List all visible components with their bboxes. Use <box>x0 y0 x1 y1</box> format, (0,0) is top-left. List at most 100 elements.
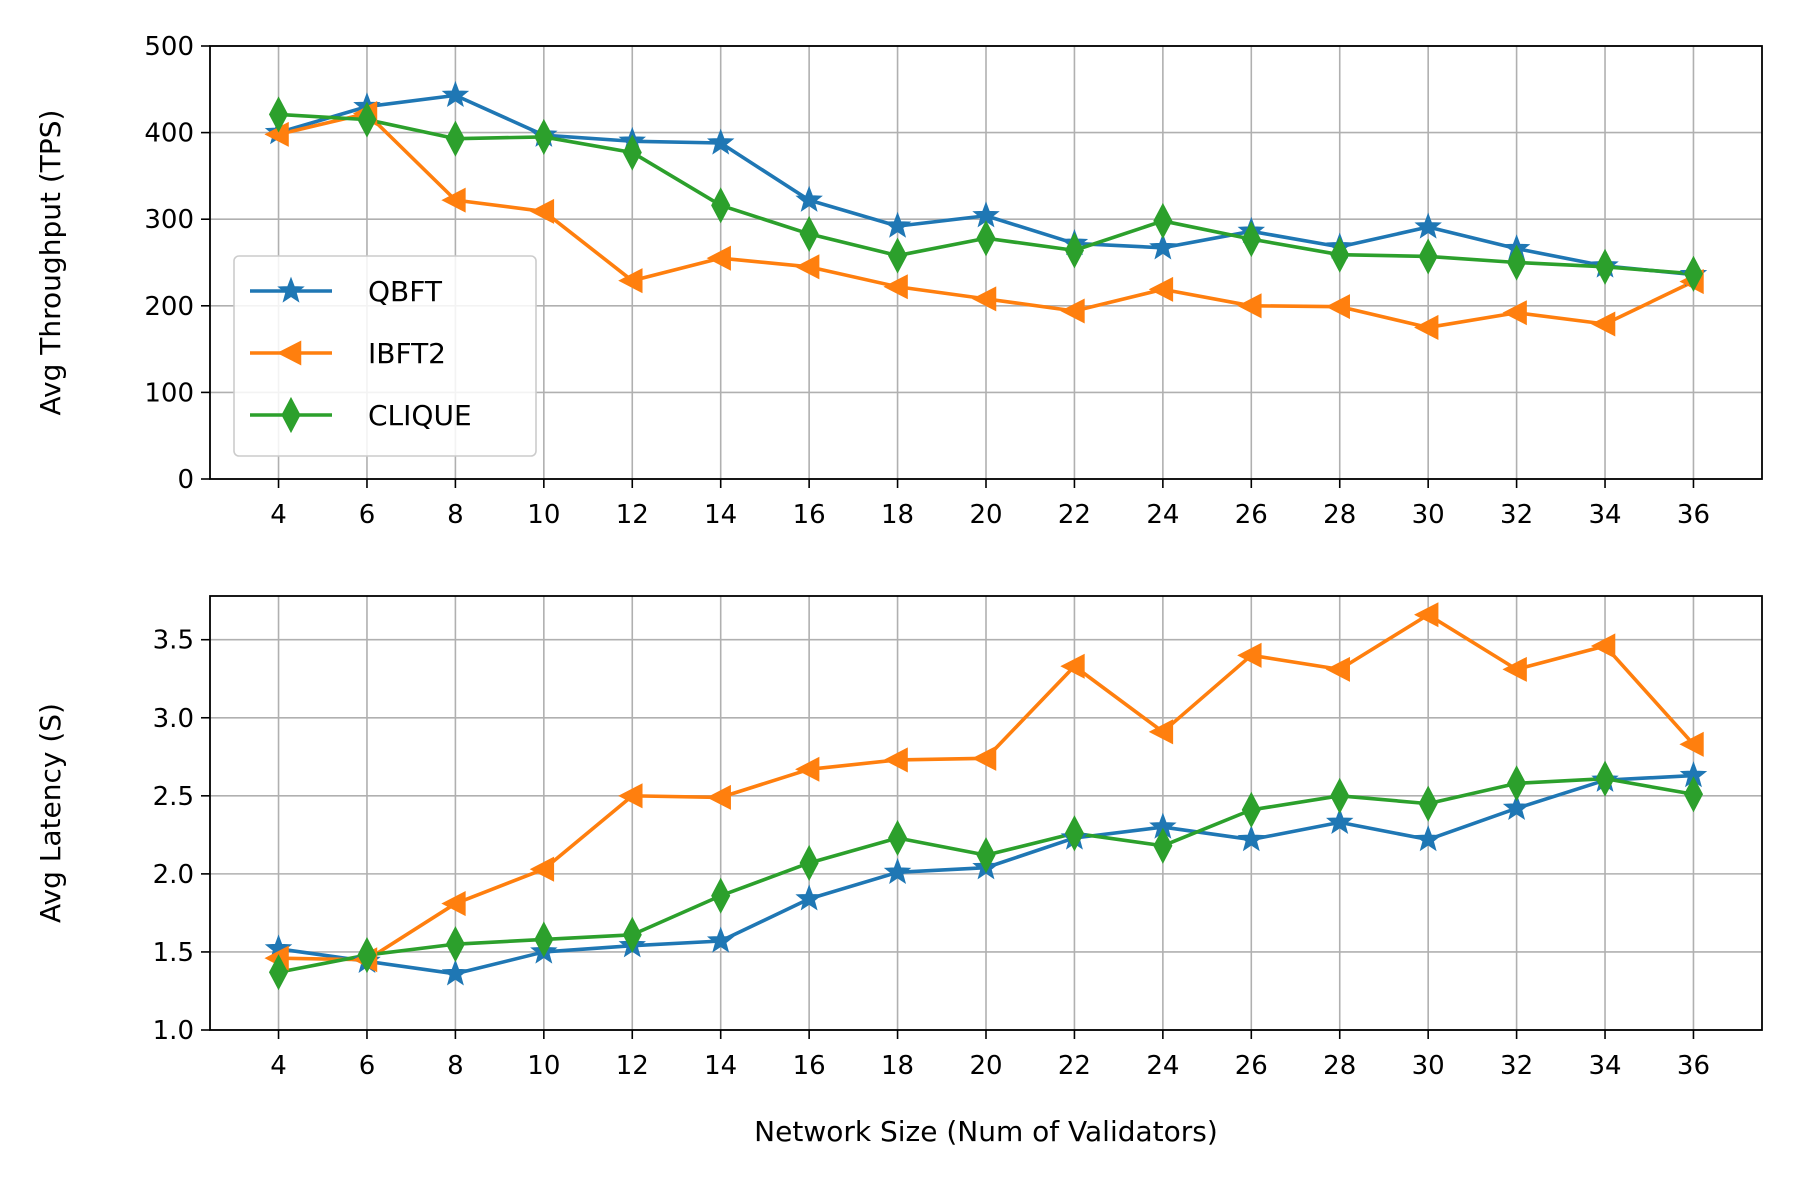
throughput-point-ibft2 <box>1060 298 1085 324</box>
throughput-point-ibft2 <box>1414 314 1439 340</box>
latency-point-clique <box>1330 777 1350 814</box>
latency-y-tick-label: 3.5 <box>153 626 194 656</box>
throughput-point-clique <box>1153 202 1173 240</box>
latency-x-tick-label: 10 <box>527 1051 560 1081</box>
throughput-point-ibft2 <box>795 254 820 280</box>
latency-x-tick-label: 14 <box>704 1051 737 1081</box>
throughput-x-tick-label: 12 <box>616 500 649 530</box>
latency-x-tick-label: 4 <box>270 1051 287 1081</box>
latency-point-clique <box>534 921 554 958</box>
throughput-point-ibft2 <box>1590 311 1616 337</box>
throughput-x-tick-label: 18 <box>881 500 914 530</box>
throughput-x-tick-label: 26 <box>1235 500 1268 530</box>
legend-marker-qbft <box>277 276 305 303</box>
latency-point-ibft2 <box>1237 642 1262 668</box>
throughput-point-ibft2 <box>618 268 643 294</box>
throughput-series-markers <box>264 80 1708 340</box>
throughput-x-tick-label: 24 <box>1146 500 1179 530</box>
latency-point-clique <box>1683 776 1704 813</box>
latency-x-tick-label: 24 <box>1146 1051 1179 1081</box>
throughput-point-qbft <box>706 128 735 155</box>
latency-point-clique <box>799 844 819 882</box>
latency-point-ibft2 <box>1060 653 1085 679</box>
throughput-point-clique <box>711 187 731 224</box>
latency-point-clique <box>888 819 908 857</box>
throughput-y-tick-label: 400 <box>144 119 194 149</box>
latency-point-qbft <box>795 884 823 911</box>
legend-box <box>233 255 537 457</box>
latency-point-ibft2 <box>1679 731 1704 757</box>
latency-point-qbft <box>1502 793 1531 820</box>
throughput-point-clique <box>888 237 908 274</box>
legend-label-clique: CLIQUE <box>368 399 472 432</box>
latency-x-tick-label: 18 <box>881 1051 914 1081</box>
throughput-x-tick-label: 16 <box>793 500 826 530</box>
latency-point-clique <box>268 954 289 991</box>
latency-point-qbft <box>1326 807 1354 835</box>
latency-point-ibft2 <box>1502 656 1527 682</box>
throughput-x-tick-label: 28 <box>1323 500 1356 530</box>
legend-label-qbft: QBFT <box>368 275 443 308</box>
throughput-x-tick-label: 36 <box>1677 500 1710 530</box>
throughput-point-clique <box>1330 236 1350 273</box>
throughput-point-qbft <box>883 211 912 238</box>
throughput-point-clique <box>622 134 642 171</box>
latency-x-tick-label: 26 <box>1235 1051 1268 1081</box>
latency-point-ibft2 <box>441 891 466 917</box>
throughput-point-ibft2 <box>706 245 731 271</box>
throughput-y-tick-label: 200 <box>144 292 194 322</box>
throughput-point-clique <box>445 120 465 157</box>
throughput-point-ibft2 <box>1325 294 1350 320</box>
throughput-x-tick-label: 14 <box>704 500 737 530</box>
latency-point-ibft2 <box>883 747 908 773</box>
latency-point-ibft2 <box>529 856 555 882</box>
latency-x-tick-label: 20 <box>969 1051 1002 1081</box>
latency-point-qbft <box>441 959 470 986</box>
latency-x-tick-label: 32 <box>1500 1051 1533 1081</box>
throughput-x-tick-label: 22 <box>1058 500 1091 530</box>
legend-entry-ibft2: IBFT2 <box>250 337 446 370</box>
latency-point-qbft <box>1237 825 1266 852</box>
latency-point-ibft2 <box>618 783 643 809</box>
latency-y-tick-label: 1.5 <box>153 938 194 968</box>
legend-marker-clique <box>281 396 301 434</box>
latency-y-tick-label: 2.0 <box>153 860 194 890</box>
latency-point-clique <box>1241 791 1261 828</box>
throughput-chart: 4 6 8 10 12 14 16 18 20 22 24 26 28 30 32 34 36 0 100 200 30… <box>34 32 1763 530</box>
throughput-point-clique <box>1064 232 1084 269</box>
throughput-point-qbft <box>1149 233 1177 260</box>
legend-marker-shape <box>276 340 302 366</box>
legend: QBFT IBFT2 CLIQUE <box>233 255 537 457</box>
throughput-point-clique <box>1595 248 1615 285</box>
throughput-y-tick-label: 300 <box>144 205 194 235</box>
latency-point-ibft2 <box>971 745 997 771</box>
latency-point-qbft <box>1414 825 1442 852</box>
latency-point-ibft2 <box>1414 602 1439 628</box>
latency-x-tick-label: 16 <box>793 1051 826 1081</box>
throughput-point-clique <box>1241 221 1261 258</box>
throughput-point-ibft2 <box>1237 293 1262 319</box>
throughput-x-tick-label: 8 <box>447 500 464 530</box>
latency-x-tick-label: 36 <box>1677 1051 1710 1081</box>
throughput-point-qbft <box>441 80 470 108</box>
latency-x-tick-label: 34 <box>1588 1051 1621 1081</box>
throughput-point-ibft2 <box>971 286 997 312</box>
latency-point-clique <box>1507 765 1527 802</box>
throughput-point-ibft2 <box>441 187 466 213</box>
throughput-x-tick-label: 20 <box>969 500 1002 530</box>
latency-point-clique <box>622 916 642 953</box>
latency-y-tick-label: 1.0 <box>153 1016 194 1046</box>
latency-point-qbft <box>883 857 912 884</box>
latency-series-markers <box>264 602 1708 991</box>
latency-point-clique <box>357 936 377 974</box>
legend-entry-qbft: QBFT <box>250 275 443 308</box>
latency-point-clique <box>711 877 731 914</box>
latency-point-ibft2 <box>1148 719 1174 745</box>
legend-marker-ibft2 <box>276 340 302 366</box>
legend-marker-shape <box>277 276 305 303</box>
latency-point-ibft2 <box>1325 656 1350 682</box>
latency-y-tick-label: 2.5 <box>153 782 194 812</box>
latency-x-tick-label: 22 <box>1058 1051 1091 1081</box>
